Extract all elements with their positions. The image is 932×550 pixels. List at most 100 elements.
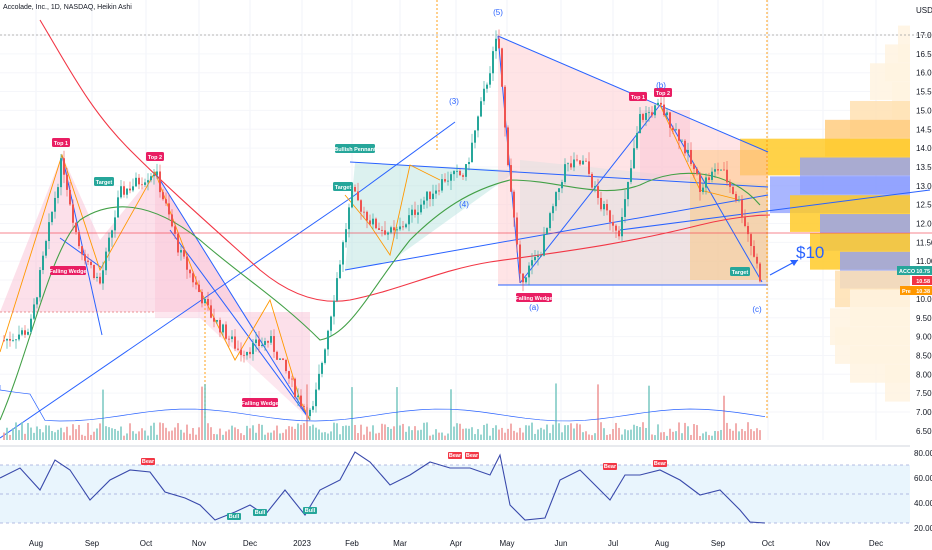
time-tick-label: Nov (816, 539, 830, 548)
volume-bar (261, 424, 263, 440)
moving-averages (0, 19, 771, 421)
rsi-bear-label: Bear (654, 461, 667, 467)
candle-body (549, 213, 551, 229)
candle-body (501, 48, 503, 87)
volume-bar (600, 422, 602, 440)
candle-body (9, 338, 11, 341)
candle-body (408, 215, 410, 225)
volume-bar (510, 423, 512, 440)
volume-bar (279, 433, 281, 440)
volume-bar (117, 430, 119, 440)
candle-body (78, 232, 80, 247)
volume-bar (348, 425, 350, 440)
candle-body (201, 292, 203, 304)
rsi-axis[interactable]: 80.00 60.00 40.00 20.00 (914, 449, 932, 533)
candle-body (222, 324, 224, 333)
volume-bar (612, 429, 614, 440)
candle-body (675, 129, 677, 131)
candle-body (666, 112, 668, 116)
price-tick-label: 15.50 (916, 88, 932, 97)
rsi-bear-marker (653, 460, 667, 467)
time-tick-label: Oct (762, 539, 775, 548)
candle-body (636, 133, 638, 149)
volume-bar (252, 425, 254, 440)
volume-bar (321, 432, 323, 440)
volume-bar (207, 423, 209, 440)
volume-bar (42, 432, 44, 440)
volume-bar (438, 432, 440, 440)
candle-body (123, 186, 125, 195)
candle-body (435, 190, 437, 194)
volume-bar (264, 434, 266, 440)
volume-bar (501, 427, 503, 440)
volume-bar (171, 430, 173, 440)
volume-bar (294, 428, 296, 440)
candle-body (81, 246, 83, 255)
volume-bar (216, 434, 218, 440)
candle-body (633, 148, 635, 169)
candle-body (54, 197, 56, 212)
volume-bar (606, 434, 608, 440)
candle-body (702, 187, 704, 192)
price-tick-label: 12.50 (916, 201, 932, 210)
volume-bar (255, 432, 257, 440)
volume-bar (168, 431, 170, 440)
candle-body (357, 191, 359, 201)
rsi-bull-label: Bull (305, 508, 316, 514)
price-tick-label: 6.50 (916, 427, 932, 436)
candle-body (279, 358, 281, 360)
rsi-bear-marker (603, 463, 617, 470)
candle-body (483, 88, 485, 102)
candle-body (162, 192, 164, 200)
volume-bar (558, 423, 560, 440)
candle-body (759, 263, 761, 282)
volume-bar (318, 429, 320, 440)
candle-body (393, 227, 395, 231)
candle-body (165, 199, 167, 204)
candle-body (606, 204, 608, 211)
time-tick-label: Oct (140, 539, 153, 548)
time-axis[interactable]: Aug Sep Oct Nov Dec 2023 Feb Mar Apr May Jun Jul Aug… (29, 539, 883, 548)
candle-body (573, 159, 575, 168)
volume-bar (54, 432, 56, 440)
volume-bar (495, 425, 497, 440)
volume-bar (27, 423, 29, 440)
volume-bar (12, 428, 14, 440)
volume-bar (72, 424, 74, 440)
candle-body (738, 199, 740, 201)
volume-bar (282, 432, 284, 440)
candle-body (753, 246, 755, 257)
candle-body (66, 174, 68, 190)
rsi-bear-marker (465, 452, 479, 459)
candle-body (546, 228, 548, 235)
volume-bar (366, 426, 368, 440)
symbol-header: Accolade, Inc., 1D, NASDAQ, Heikin Ashi (3, 4, 132, 11)
candle-body (264, 341, 266, 345)
volume-bar (186, 424, 188, 440)
volume-bar (102, 389, 104, 440)
volume-bar (324, 432, 326, 440)
volume-bar (60, 427, 62, 440)
volume-bar (24, 433, 26, 440)
volume-bar (465, 428, 467, 440)
candle-body (684, 140, 686, 154)
candle-body (219, 320, 221, 333)
volume-bar (666, 435, 668, 440)
volume-bar (468, 428, 470, 440)
candle-body (342, 242, 344, 265)
volume-bar (225, 431, 227, 440)
candle-body (402, 226, 404, 228)
volume-bar (456, 423, 458, 440)
candle-body (711, 171, 713, 180)
price-axis[interactable]: 17.00 16.50 16.00 15.50 15.00 14.50 14.00 13.50… (916, 31, 932, 436)
volume-bar (162, 423, 164, 440)
volume-bar (504, 432, 506, 440)
candle-body (198, 284, 200, 293)
volume-bar (372, 425, 374, 440)
candle-body (39, 270, 41, 298)
wave-a: (a) (529, 303, 539, 312)
wave-4: (4) (459, 200, 469, 209)
rsi-bull-marker (303, 507, 317, 514)
candle-body (120, 186, 122, 198)
